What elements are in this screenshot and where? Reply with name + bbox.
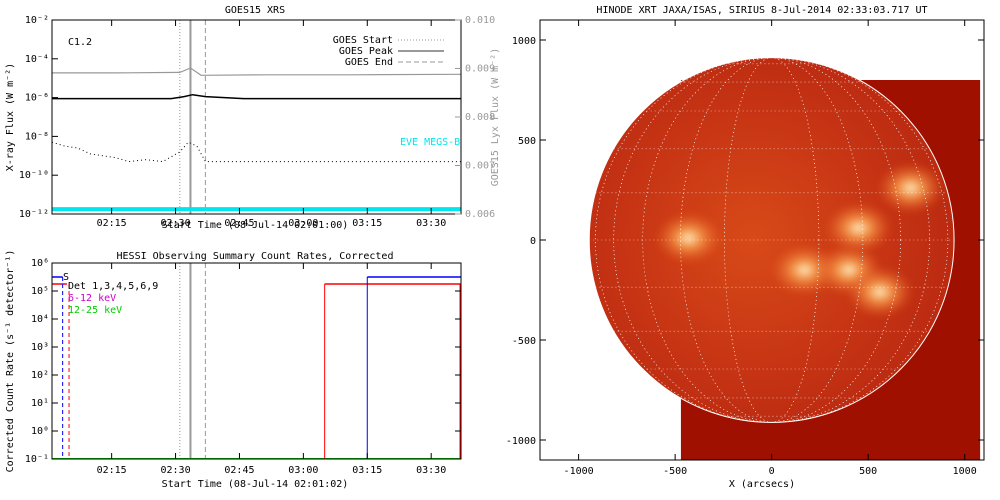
xrt-title: HINODE XRT JAXA/ISAS, SIRIUS 8-Jul-2014 … bbox=[596, 5, 927, 16]
hessi-xtick-label: 03:00 bbox=[288, 465, 318, 476]
hessi-ytick-label: 10⁻¹ bbox=[25, 454, 49, 465]
goes-xtick-label: 03:30 bbox=[416, 218, 446, 229]
goes-series-group bbox=[52, 20, 461, 214]
goes-ylabel: X-ray Flux (W m⁻²) bbox=[5, 63, 16, 171]
hessi-legend-12-25: 12-25 keV bbox=[68, 305, 122, 316]
goes-y2tick-label: 0.010 bbox=[465, 15, 495, 26]
hessi-legend-6-12: 6-12 keV bbox=[68, 293, 116, 304]
goes-xtick-label: 03:00 bbox=[288, 218, 318, 229]
xrt-xtick-label: -500 bbox=[663, 466, 687, 477]
hessi-xtick-label: 02:30 bbox=[160, 465, 190, 476]
hessi-ytick-label: 10² bbox=[31, 370, 49, 381]
hessi-panel: HESSI Observing Summary Count Rates, Cor… bbox=[5, 250, 462, 490]
hessi-ytick-label: 10³ bbox=[31, 342, 49, 353]
goes-xtick-label: 02:30 bbox=[160, 218, 190, 229]
goes-annotation: C1.2 bbox=[68, 37, 92, 48]
xrt-active-region bbox=[654, 212, 723, 264]
goes-xtick-label: 03:15 bbox=[352, 218, 382, 229]
hessi-ylabel: Corrected Count Rate (s⁻¹ detector⁻¹) bbox=[5, 250, 16, 473]
goes-title: GOES15 XRS bbox=[225, 5, 285, 16]
goes-xlabel: Start Time (08-Jul-14 02:01:00) bbox=[162, 220, 349, 231]
hessi-xtick-label: 03:30 bbox=[416, 465, 446, 476]
hessi-ytick-label: 10⁵ bbox=[31, 286, 49, 297]
hessi-plot-frame bbox=[51, 262, 462, 460]
xrt-ytick-label: 500 bbox=[518, 136, 536, 147]
hessi-xtick-label: 02:45 bbox=[224, 465, 254, 476]
goes-ytick-label: 10⁻¹² bbox=[19, 209, 49, 220]
goes-long-line bbox=[52, 93, 461, 100]
xrt-xtick-label: 500 bbox=[859, 466, 877, 477]
hessi-xtick-label: 02:15 bbox=[97, 465, 127, 476]
goes-legend-label: GOES End bbox=[345, 57, 393, 68]
hessi-axes: 02:15 02:30 02:45 03:00 03:15 03:30 10⁻¹ 10⁰ 10¹… bbox=[25, 258, 461, 476]
goes-ytick-label: 10⁻⁴ bbox=[25, 54, 49, 65]
hessi-xtick-label: 03:15 bbox=[352, 465, 382, 476]
xrt-ytick-label: -1000 bbox=[506, 436, 536, 447]
hessi-title: HESSI Observing Summary Count Rates, Cor… bbox=[117, 251, 394, 262]
xrt-xtick-label: 0 bbox=[769, 466, 775, 477]
goes-y2tick-label: 0.008 bbox=[465, 112, 495, 123]
xrt-solar-limb bbox=[588, 57, 955, 423]
hessi-ytick-label: 10⁶ bbox=[31, 258, 49, 269]
hessi-ytick-label: 10¹ bbox=[31, 398, 49, 409]
xrt-image bbox=[588, 57, 981, 460]
goes-lya-line bbox=[52, 67, 461, 76]
goes-y2tick-label: 0.006 bbox=[465, 209, 495, 220]
goes-y2tick-label: 0.007 bbox=[465, 161, 495, 172]
xrt-active-region bbox=[824, 202, 893, 254]
hessi-ytick-label: 10⁴ bbox=[31, 314, 49, 325]
xrt-grid-meridian bbox=[642, 57, 901, 423]
xrt-ytick-label: 0 bbox=[530, 236, 536, 247]
xrt-solar-disk-fill bbox=[589, 57, 955, 423]
hessi-legend-det: Det 1,3,4,5,6,9 bbox=[68, 281, 158, 292]
goes-y2tick-label: 0.009 bbox=[465, 64, 495, 75]
goes-xtick-label: 02:15 bbox=[97, 218, 127, 229]
goes-xtick-label: 02:45 bbox=[224, 218, 254, 229]
xrt-axes: -1000 -500 0 500 1000 -1000 -500 0 500 1000 bbox=[506, 20, 984, 477]
hessi-series-group bbox=[52, 263, 461, 459]
goes-legend-label: GOES Peak bbox=[339, 46, 393, 57]
hessi-ytick-label: 10⁰ bbox=[31, 426, 49, 437]
hessi-xlabel: Start Time (08-Jul-14 02:01:02) bbox=[162, 479, 349, 490]
xrt-xlabel: X (arcsecs) bbox=[729, 479, 795, 490]
eve-megs-b-label: EVE MEGS-B bbox=[400, 137, 460, 148]
xrt-solar-disk bbox=[589, 57, 955, 423]
xrt-panel: HINODE XRT JAXA/ISAS, SIRIUS 8-Jul-2014 … bbox=[506, 5, 985, 490]
xrt-active-region bbox=[876, 162, 945, 214]
goes-ytick-label: 10⁻⁸ bbox=[25, 131, 49, 142]
goes-ytick-label: 10⁻² bbox=[25, 15, 49, 26]
goes-legend-label: GOES Start bbox=[333, 35, 393, 46]
goes-panel: GOES15 XRS 02:15 02:30 02:45 03:00 03:15 03:3… bbox=[5, 5, 501, 231]
goes-ytick-label: 10⁻¹⁰ bbox=[19, 170, 49, 181]
xrt-ytick-label: -500 bbox=[512, 336, 536, 347]
goes-ytick-label: 10⁻⁶ bbox=[25, 93, 49, 104]
goes-axes: 02:15 02:30 02:45 03:00 03:15 03:30 10⁻¹² 10⁻¹⁰… bbox=[19, 15, 495, 229]
xrt-xtick-label: 1000 bbox=[953, 466, 977, 477]
hessi-small-label: S bbox=[63, 272, 69, 283]
goes-y2label: GOES15 Lyx Flux (W m⁻²) bbox=[490, 48, 501, 186]
goes-plot-frame bbox=[51, 19, 462, 215]
xrt-ytick-label: 1000 bbox=[512, 36, 536, 47]
xrt-xtick-label: -1000 bbox=[564, 466, 594, 477]
xrt-active-region bbox=[845, 266, 914, 318]
